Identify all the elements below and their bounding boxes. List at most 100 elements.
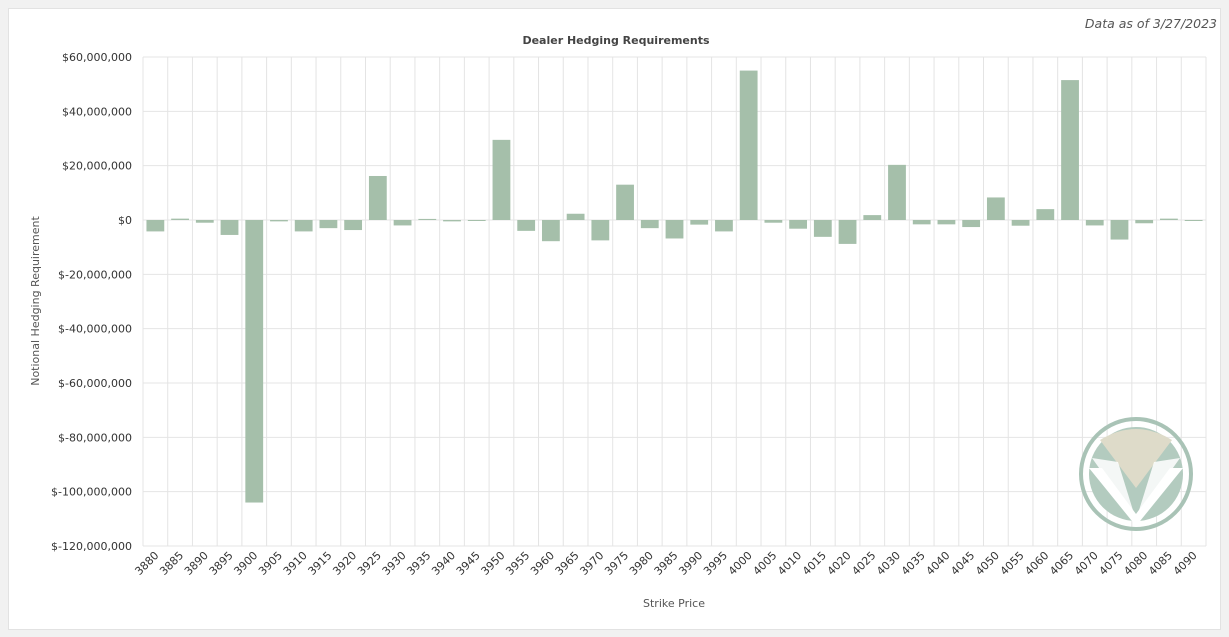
bar-3880 [146, 220, 165, 232]
x-tick-label: 3980 [627, 549, 656, 578]
y-tick-label: $0 [118, 214, 132, 227]
bar-4015 [813, 220, 832, 237]
x-tick-label: 4005 [751, 549, 780, 578]
y-tick-label: $-80,000,000 [58, 431, 132, 444]
bar-3975 [616, 184, 634, 220]
bar-4080 [1135, 220, 1154, 224]
bar-4030 [888, 164, 906, 220]
bar-3895 [220, 220, 239, 235]
x-tick-label: 3970 [577, 549, 606, 578]
bar-3920 [344, 220, 363, 231]
y-axis-ticks: $60,000,000 $40,000,000 $20,000,000 $0 $-20,… [51, 51, 132, 553]
x-tick-label: 3945 [454, 549, 483, 578]
x-tick-label: 4075 [1097, 549, 1126, 578]
bar-4070 [1085, 220, 1104, 226]
bar-4040 [937, 220, 956, 225]
bar-3955 [517, 220, 536, 231]
bar-4060 [1036, 209, 1055, 220]
x-tick-label: 3960 [528, 549, 557, 578]
x-axis-ticks: 3880388538903895390039053910391539203925… [132, 549, 1199, 578]
bar-3885 [171, 218, 189, 220]
y-tick-label: $-100,000,000 [51, 486, 132, 499]
x-tick-label: 3985 [652, 549, 681, 578]
bar-3995 [715, 220, 733, 232]
y-tick-label: $-60,000,000 [58, 377, 132, 390]
x-tick-label: 3990 [676, 549, 705, 578]
y-tick-label: $-20,000,000 [58, 268, 132, 281]
bar-3945 [467, 220, 486, 221]
chart-title: Dealer Hedging Requirements [522, 34, 710, 47]
x-axis-label: Strike Price [643, 597, 705, 610]
x-tick-label: 3935 [404, 549, 433, 578]
x-tick-label: 4085 [1146, 549, 1175, 578]
x-tick-label: 4035 [899, 549, 928, 578]
bar-3965 [566, 213, 585, 220]
bar-3890 [195, 220, 214, 223]
bar-4045 [962, 220, 981, 228]
bar-4020 [838, 220, 857, 244]
bar-3925 [368, 175, 387, 220]
bars [146, 70, 1203, 503]
x-tick-label: 3880 [132, 549, 161, 578]
y-tick-label: $-40,000,000 [58, 323, 132, 336]
x-tick-label: 3950 [479, 549, 508, 578]
bar-3960 [541, 220, 560, 242]
y-tick-label: $-120,000,000 [51, 540, 132, 553]
x-tick-label: 4060 [1022, 549, 1051, 578]
bar-4075 [1110, 220, 1129, 240]
x-tick-label: 3995 [701, 549, 730, 578]
x-tick-label: 3955 [503, 549, 532, 578]
x-tick-label: 3890 [182, 549, 211, 578]
bar-4055 [1011, 220, 1030, 226]
bar-4025 [863, 215, 882, 220]
x-tick-label: 4025 [849, 549, 878, 578]
bar-4090 [1184, 220, 1203, 221]
x-tick-label: 4040 [924, 549, 953, 578]
bar-3980 [640, 220, 659, 229]
x-tick-label: 3895 [207, 549, 236, 578]
x-tick-label: 4090 [1171, 549, 1200, 578]
x-tick-label: 4080 [1121, 549, 1150, 578]
y-axis-label: Notional Hedging Requirement [29, 216, 42, 386]
bar-3935 [418, 218, 437, 220]
x-tick-label: 3915 [306, 549, 335, 578]
x-tick-label: 3975 [602, 549, 631, 578]
x-tick-label: 4010 [775, 549, 804, 578]
x-tick-label: 3920 [330, 549, 359, 578]
x-tick-label: 4050 [973, 549, 1002, 578]
x-tick-label: 4070 [1072, 549, 1101, 578]
x-tick-label: 4015 [800, 549, 829, 578]
brand-logo-icon [1079, 417, 1193, 531]
bar-3940 [443, 220, 461, 222]
grid-lines [142, 56, 1207, 547]
bar-4085 [1160, 218, 1178, 220]
x-tick-label: 3885 [157, 549, 186, 578]
x-tick-label: 3925 [355, 549, 384, 578]
x-tick-label: 4000 [726, 549, 755, 578]
x-tick-label: 3910 [281, 549, 310, 578]
bar-3990 [690, 220, 709, 225]
bar-4000 [739, 70, 758, 220]
bar-4050 [986, 197, 1005, 220]
x-tick-label: 3965 [553, 549, 582, 578]
bar-3970 [591, 220, 610, 241]
y-tick-label: $20,000,000 [62, 160, 132, 173]
x-tick-label: 3905 [256, 549, 285, 578]
bar-3900 [245, 220, 264, 503]
y-tick-label: $60,000,000 [62, 51, 132, 64]
bar-3910 [294, 220, 313, 232]
bar-4010 [789, 220, 808, 229]
bar-4005 [764, 220, 783, 223]
bar-3905 [270, 220, 288, 222]
x-tick-label: 4065 [1047, 549, 1076, 578]
bar-4065 [1061, 80, 1079, 220]
x-tick-label: 4045 [948, 549, 977, 578]
x-tick-label: 4055 [998, 549, 1027, 578]
y-tick-label: $40,000,000 [62, 105, 132, 118]
x-tick-label: 3900 [231, 549, 260, 578]
bar-4035 [912, 220, 931, 225]
bar-3915 [319, 220, 338, 229]
bar-3950 [492, 139, 511, 220]
bar-3985 [665, 220, 684, 239]
